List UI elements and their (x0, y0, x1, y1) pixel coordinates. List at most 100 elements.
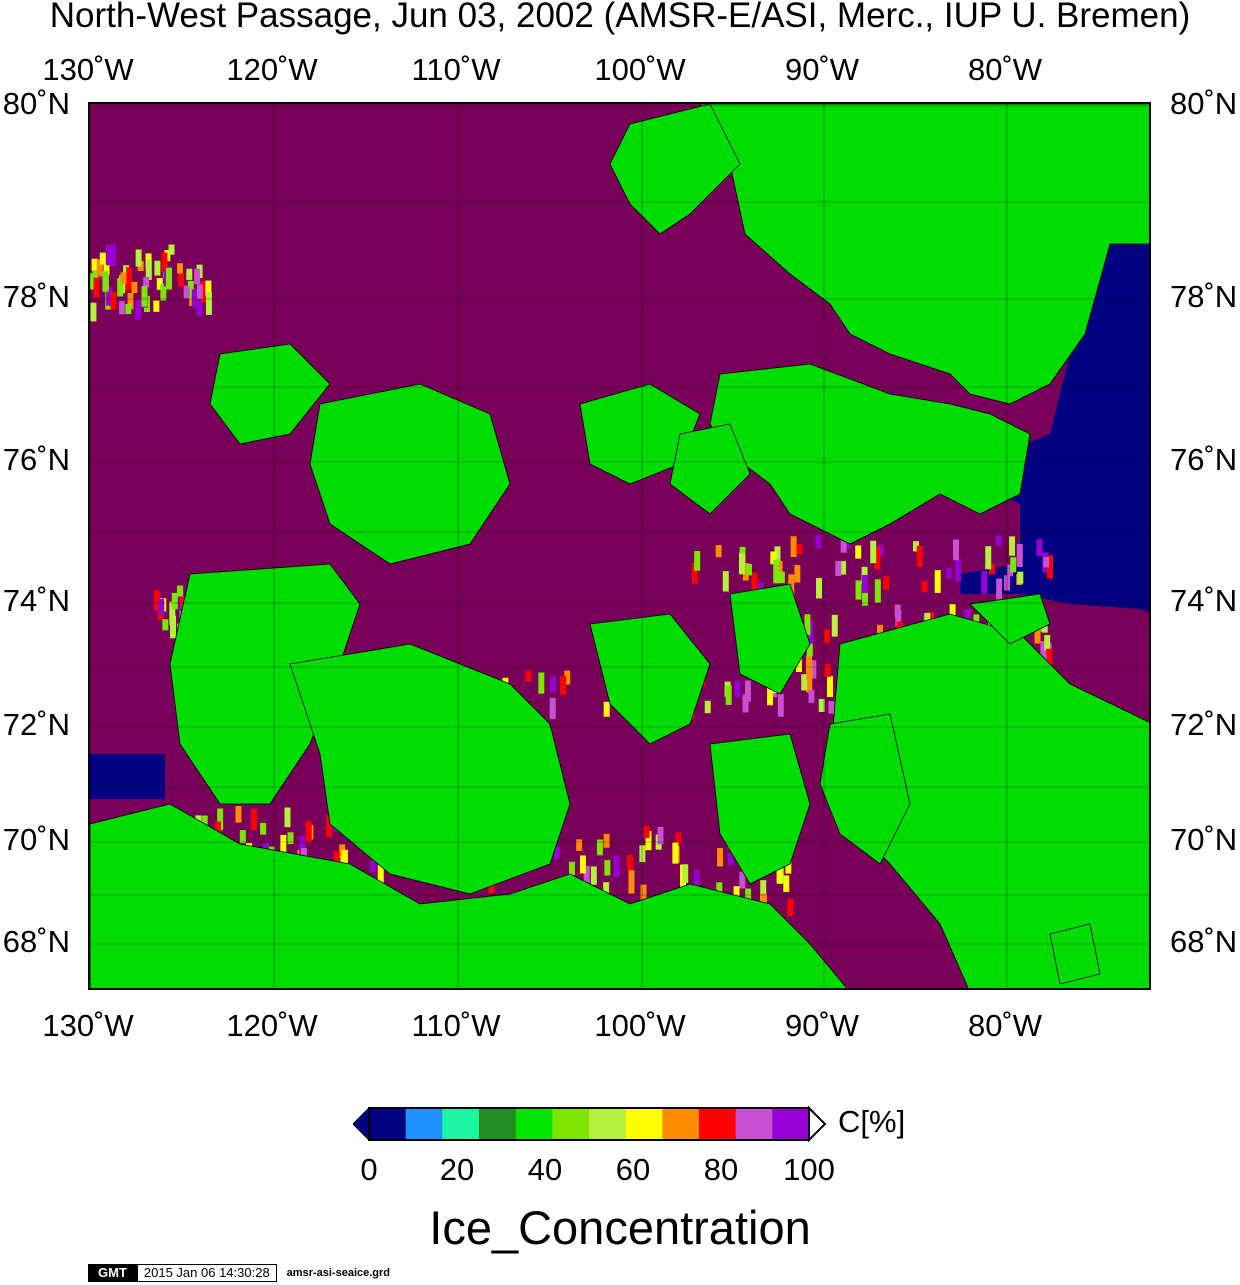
ice-pixel (154, 260, 161, 276)
ice-pixel (783, 875, 790, 893)
top-longitude-label: 110˚W (411, 52, 501, 87)
ice-pixel (828, 701, 835, 714)
colorbar-tick-label: 80 (703, 1152, 739, 1187)
ice-pixel (153, 300, 160, 312)
ice-pixel (560, 675, 567, 695)
ice-pixel (196, 284, 203, 300)
colorbar-swatch (625, 1108, 663, 1140)
ice-pixel (169, 601, 176, 626)
ice-pixel (239, 830, 246, 844)
ice-pixel (738, 553, 745, 575)
ice-pixel (945, 567, 952, 579)
colorbar-swatch (589, 1108, 627, 1140)
ice-pixel (488, 881, 495, 894)
ice-pixel (603, 701, 610, 717)
ice-pixel (158, 598, 165, 616)
ice-pixel (176, 585, 183, 597)
colorbar-swatch (369, 1108, 407, 1140)
colorbar-swatch (405, 1108, 443, 1140)
ice-pixel (250, 808, 257, 831)
land-masses (90, 104, 1149, 988)
ice-pixel (596, 839, 603, 856)
ice-pixel (549, 697, 556, 720)
ice-pixel (118, 300, 125, 315)
colorbar-swatch (699, 1108, 737, 1140)
right-latitude-label: 80˚N (1170, 86, 1238, 121)
ice-pixel (576, 839, 583, 851)
ice-pixel (818, 698, 825, 712)
ice-pixel (135, 249, 142, 267)
ice-pixel (870, 540, 877, 564)
ice-pixel (326, 814, 333, 837)
left-latitude-label: 76˚N (2, 442, 70, 477)
ice-pixel (186, 268, 193, 280)
top-longitude-label: 80˚W (967, 52, 1043, 87)
colorbar-swatches (352, 1105, 827, 1143)
ice-pixel (564, 670, 571, 685)
ice-pixel (727, 853, 734, 866)
ice-pixel (333, 850, 340, 866)
colorbar-swatch (662, 1108, 700, 1140)
ice-pixel (788, 574, 795, 596)
ice-pixel (126, 267, 133, 290)
ice-pixel (123, 265, 130, 280)
colorbar-unit-label: C[%] (838, 1104, 906, 1139)
land-bylot (969, 593, 1051, 645)
ice-pixel (183, 285, 190, 299)
ice-pixel (989, 564, 996, 575)
ice-pixel (287, 832, 294, 845)
ice-pixel (102, 271, 109, 292)
land-boothia (709, 733, 811, 885)
land-devon (709, 363, 1031, 545)
ice-pixel (776, 561, 783, 581)
ice-pixel (120, 272, 127, 284)
ice-pixel (90, 273, 97, 290)
ice-pixel (776, 862, 783, 884)
ice-pixel (369, 860, 376, 873)
ice-pixel (896, 621, 903, 633)
ice-pixel (91, 258, 98, 271)
ice-pixel (816, 578, 823, 599)
top-longitude-label: 90˚W (784, 52, 860, 87)
ice-pixel (742, 563, 749, 581)
right-latitude-label: 72˚N (1170, 707, 1238, 742)
ice-pixel (538, 672, 545, 694)
ice-pixel (777, 694, 784, 717)
ice-pixel (955, 558, 962, 582)
ice-pixel (874, 579, 881, 603)
colorbar-swatch (442, 1108, 480, 1140)
ice-pixel (981, 570, 988, 594)
graticule-lines (90, 104, 1149, 988)
land-southampton (1049, 923, 1101, 985)
ice-pixel (810, 660, 817, 679)
ice-pixel (778, 571, 785, 584)
ice-pixel (153, 590, 160, 611)
ice-pixel (790, 536, 797, 558)
ice-pixel (862, 582, 869, 606)
ice-pixel (1036, 539, 1043, 557)
ice-pixel (804, 614, 811, 636)
ice-pixel (774, 546, 781, 562)
ice-pixel (553, 845, 560, 860)
colorbar-swatch (479, 1108, 517, 1140)
ice-pixel (657, 826, 664, 845)
ice-pixel (862, 574, 869, 594)
ice-concentration-map[interactable] (88, 102, 1151, 990)
ice-pixel (99, 252, 106, 265)
ice-pixel (716, 882, 723, 896)
ice-pixel (177, 273, 184, 287)
ice-pixel (874, 547, 881, 570)
colorbar-high-arrow (808, 1105, 827, 1143)
colorbar-tick-label: 20 (439, 1152, 475, 1187)
land-banks (169, 563, 361, 805)
ice-pixel (110, 244, 117, 266)
ice-pixel (1043, 557, 1050, 568)
top-longitude-label: 100˚W (594, 52, 686, 87)
ice-pixel (806, 642, 813, 657)
right-latitude-label: 74˚N (1170, 583, 1238, 618)
ice-pixel (110, 291, 117, 310)
ice-pixel (1010, 557, 1017, 573)
ice-pixel (794, 564, 801, 583)
ice-pixel (934, 570, 941, 593)
ice-pixel (773, 559, 780, 584)
